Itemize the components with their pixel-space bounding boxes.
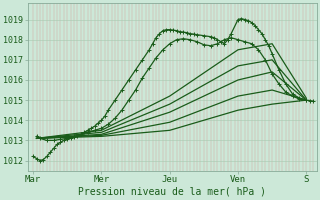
X-axis label: Pression niveau de la mer( hPa ): Pression niveau de la mer( hPa ) (78, 187, 266, 197)
